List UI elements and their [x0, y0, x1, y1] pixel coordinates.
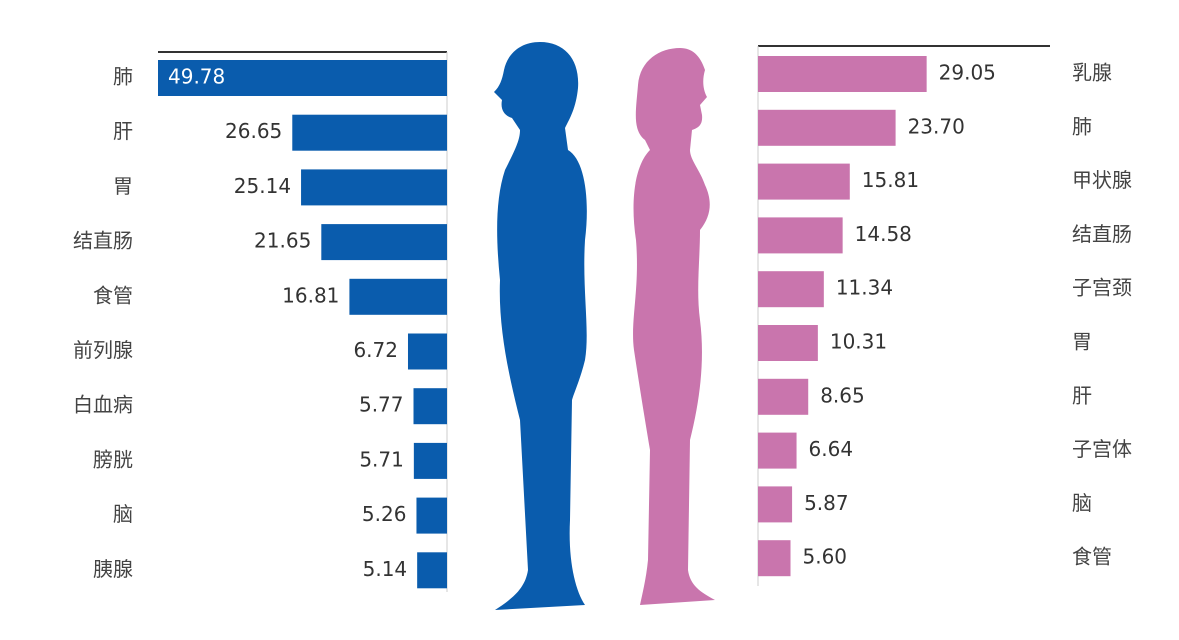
bar: [407, 333, 447, 370]
value-label: 6.64: [809, 437, 854, 461]
category-label: 肺: [1072, 114, 1092, 138]
bar: [758, 325, 818, 361]
category-label: 乳腺: [1072, 61, 1112, 85]
bar: [758, 163, 850, 200]
bar: [758, 271, 824, 308]
bar: [758, 56, 927, 92]
female-silhouette: [633, 48, 715, 605]
bar: [758, 378, 809, 415]
category-label: 结直肠: [73, 229, 133, 253]
category-label: 脑: [113, 502, 133, 526]
value-label: 11.34: [836, 276, 893, 300]
value-label: 5.71: [359, 447, 404, 471]
category-label: 子宫体: [1072, 437, 1132, 461]
bar: [758, 486, 793, 523]
value-label: 10.31: [830, 330, 887, 354]
category-label: 食管: [1072, 545, 1112, 569]
value-label: 49.78: [168, 65, 225, 89]
bar: [292, 114, 447, 151]
category-label: 肝: [113, 119, 133, 143]
value-label: 23.70: [908, 114, 965, 138]
category-label: 结直肠: [1072, 222, 1132, 246]
value-label: 29.05: [939, 61, 996, 85]
value-label: 5.14: [363, 557, 408, 581]
bar: [758, 109, 896, 146]
category-label: 甲状腺: [1072, 168, 1132, 192]
category-label: 肝: [1072, 383, 1092, 407]
value-label: 5.77: [359, 393, 404, 417]
value-label: 6.72: [353, 338, 398, 362]
bar: [416, 497, 447, 534]
category-label: 胰腺: [93, 557, 133, 581]
value-label: 8.65: [820, 383, 865, 407]
value-label: 21.65: [254, 229, 311, 253]
value-label: 16.81: [282, 283, 339, 307]
value-label: 26.65: [225, 119, 282, 143]
bar: [301, 169, 447, 206]
male-silhouette: [494, 42, 587, 610]
bar: [758, 540, 791, 577]
bar: [413, 388, 447, 425]
value-label: 5.60: [803, 545, 848, 569]
bar: [158, 60, 447, 96]
value-label: 5.87: [804, 491, 849, 515]
category-label: 脑: [1072, 491, 1092, 515]
category-label: 子宫颈: [1072, 276, 1132, 300]
bar: [417, 552, 447, 589]
bar: [349, 278, 447, 315]
bar: [758, 217, 843, 254]
category-label: 白血病: [73, 393, 133, 417]
category-label: 前列腺: [73, 338, 133, 362]
value-label: 14.58: [855, 222, 912, 246]
value-label: 5.26: [362, 502, 407, 526]
category-label: 胃: [113, 174, 133, 198]
bar: [758, 432, 797, 469]
value-label: 25.14: [234, 174, 291, 198]
category-label: 胃: [1072, 330, 1092, 354]
value-label: 15.81: [862, 168, 919, 192]
category-label: 肺: [113, 65, 133, 89]
bar: [413, 442, 447, 479]
category-label: 膀胱: [93, 447, 133, 471]
bar: [321, 224, 447, 261]
category-label: 食管: [93, 283, 133, 307]
